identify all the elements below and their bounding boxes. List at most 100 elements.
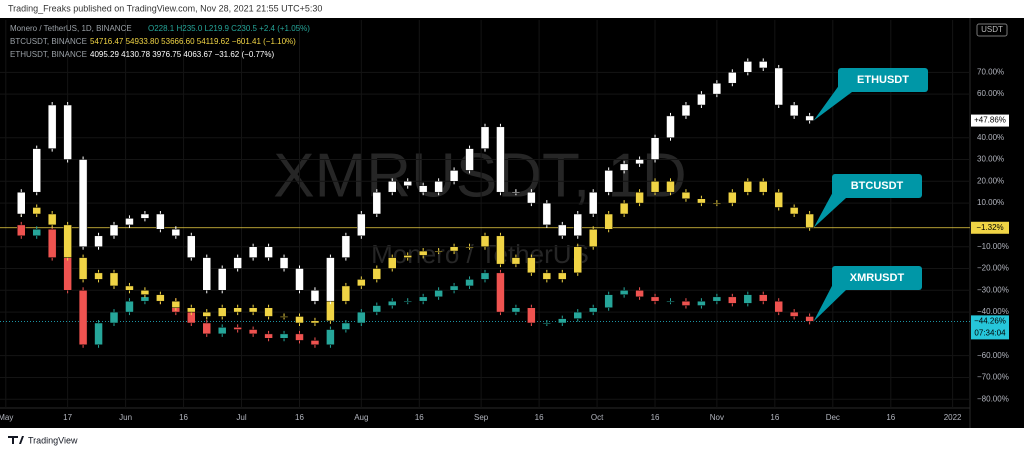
candle-body xyxy=(217,268,227,291)
candle-body xyxy=(635,191,644,204)
candle-body xyxy=(295,268,304,291)
candle-body xyxy=(217,327,227,335)
candle-body xyxy=(125,218,134,226)
callout-pointer xyxy=(813,190,846,228)
price-label: +47.86% xyxy=(974,116,1006,125)
y-tick-label: 70.00% xyxy=(977,67,1004,76)
candle-body xyxy=(558,318,567,324)
candle-body xyxy=(805,316,814,322)
y-tick-label: 60.00% xyxy=(977,89,1004,98)
candle-body xyxy=(326,257,335,302)
y-tick-label: −40.00% xyxy=(977,307,1009,316)
x-tick-label: May xyxy=(0,413,13,422)
candle-body xyxy=(666,115,675,138)
candle-body xyxy=(697,300,706,306)
price-label-bg xyxy=(971,114,1009,127)
candle-body xyxy=(233,257,242,269)
candle-body xyxy=(403,300,412,303)
candle-body xyxy=(357,279,366,287)
y-tick-label: 30.00% xyxy=(977,155,1004,164)
x-tick-label: 16 xyxy=(415,413,424,422)
candle-body xyxy=(743,294,753,304)
candle-body xyxy=(527,307,536,324)
callout-box xyxy=(838,68,928,92)
publisher: Trading_Freaks published on TradingView.… xyxy=(8,3,322,13)
y-tick-label: −80.00% xyxy=(977,394,1009,403)
candle-body xyxy=(573,213,582,237)
candle-body xyxy=(604,170,613,193)
candle-body xyxy=(449,246,459,252)
price-label: −1.32% xyxy=(976,223,1003,232)
candle-body xyxy=(171,229,181,237)
candle-body xyxy=(527,257,536,274)
x-tick-label: 16 xyxy=(886,413,895,422)
candle-body xyxy=(418,185,428,193)
candle-body xyxy=(527,191,536,204)
candle-body xyxy=(635,159,644,165)
candle-body xyxy=(542,202,552,226)
candle-body xyxy=(202,257,212,291)
candle-body xyxy=(465,279,474,287)
candle-body xyxy=(47,104,57,149)
candle-body xyxy=(697,93,706,106)
y-tick-label: −30.00% xyxy=(977,285,1009,294)
y-tick-label: 40.00% xyxy=(977,133,1004,142)
callout-box xyxy=(832,266,922,290)
candle-body xyxy=(743,61,753,73)
watermark-description: Monero / TetherUS xyxy=(371,239,589,269)
candle-body xyxy=(418,296,428,302)
x-tick-label: Jul xyxy=(236,413,246,422)
candle-body xyxy=(789,207,799,215)
candle-body xyxy=(712,202,722,205)
x-tick-label: 16 xyxy=(295,413,304,422)
legend-quote: 54716.47 54933.80 53666.60 54119.62 −601… xyxy=(90,37,296,46)
countdown: 07:34:04 xyxy=(974,328,1006,337)
candle-body xyxy=(434,290,443,298)
candle-body xyxy=(372,268,382,280)
x-tick-label: Oct xyxy=(591,413,604,422)
legend-symbol: ETHUSDT, BINANCE xyxy=(10,50,87,59)
candle-body xyxy=(465,246,474,248)
candle-body xyxy=(666,181,675,193)
candle-body xyxy=(728,191,737,204)
candle-body xyxy=(650,137,660,160)
candle-body xyxy=(743,181,753,193)
candle-body xyxy=(109,311,119,324)
candle-body xyxy=(588,229,598,247)
candle-body xyxy=(650,296,660,302)
candle-body xyxy=(156,213,165,230)
candle-body xyxy=(434,181,443,193)
y-tick-label: 20.00% xyxy=(977,176,1004,185)
candle-body xyxy=(109,224,119,237)
x-tick-label: Jun xyxy=(119,413,132,422)
watermark-symbol: XMRUSDT, 1D xyxy=(273,141,686,210)
candle-body xyxy=(279,333,289,339)
candle-body xyxy=(94,322,103,346)
candle-body xyxy=(511,191,521,194)
candle-body xyxy=(233,327,242,330)
candle-body xyxy=(728,296,737,304)
candle-body xyxy=(78,159,88,247)
candle-body xyxy=(480,235,490,247)
footer-brand: TradingView xyxy=(28,435,78,445)
candle-body xyxy=(805,213,814,229)
candle-body xyxy=(789,311,799,317)
y-tick-label: −20.00% xyxy=(977,264,1009,273)
candle-body xyxy=(156,294,165,302)
y-tick-label: −70.00% xyxy=(977,373,1009,382)
candle-body xyxy=(418,250,428,256)
candle-body xyxy=(465,148,474,171)
candle-body xyxy=(372,305,382,313)
callout-text: BTCUSDT xyxy=(851,180,904,192)
x-tick-label: 17 xyxy=(63,413,72,422)
candle-body xyxy=(681,104,691,117)
x-tick-label: Sep xyxy=(474,413,489,422)
candle-body xyxy=(202,311,212,317)
candle-body xyxy=(310,290,320,302)
candle-body xyxy=(32,148,41,193)
candle-body xyxy=(758,61,768,69)
candle-body xyxy=(248,246,258,258)
candle-body xyxy=(449,285,459,291)
candle-body xyxy=(357,311,366,324)
callout-pointer xyxy=(813,84,852,121)
